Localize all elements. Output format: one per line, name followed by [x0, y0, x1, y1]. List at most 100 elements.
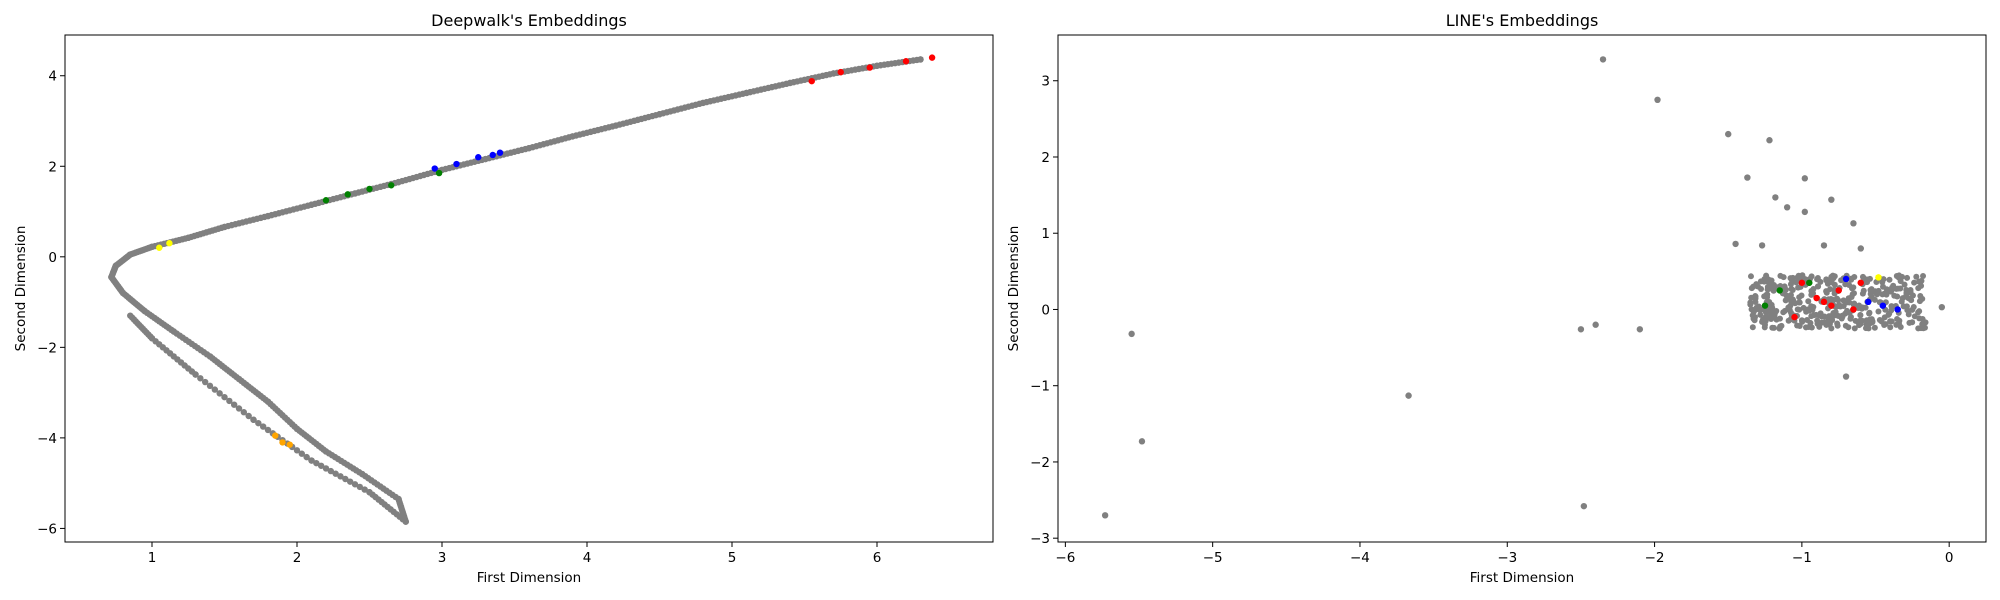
data-point — [1909, 319, 1916, 326]
y-tick-label: −2 — [37, 340, 57, 356]
data-point — [366, 489, 373, 496]
data-point — [1138, 438, 1146, 445]
data-point — [337, 473, 344, 480]
data-point — [342, 475, 349, 483]
data-point — [119, 289, 127, 297]
data-point — [1789, 286, 1796, 293]
data-point — [1859, 304, 1866, 311]
data-point — [1893, 321, 1900, 328]
data-point — [259, 423, 267, 430]
data-point — [873, 62, 881, 69]
data-point — [1864, 298, 1872, 306]
data-point — [1913, 273, 1920, 280]
data-point — [108, 273, 115, 281]
chart-title: LINE's Embeddings — [1446, 11, 1599, 30]
data-point — [206, 353, 214, 360]
data-point — [1851, 325, 1858, 332]
data-point — [1916, 298, 1923, 305]
data-point — [1788, 298, 1795, 305]
data-point — [286, 441, 293, 448]
data-point — [235, 405, 243, 412]
data-point — [127, 251, 134, 258]
data-point — [148, 335, 156, 342]
data-point — [264, 426, 272, 434]
data-point — [156, 244, 163, 251]
line-plot: LINE's Embeddings −6 −5 −4 −3 −2 −1 0 −3 −2 −1 0 1 2 3… — [1006, 11, 1987, 586]
data-point — [453, 160, 460, 168]
data-point — [1847, 315, 1854, 322]
data-point — [1796, 306, 1803, 313]
data-point — [1599, 56, 1607, 63]
data-point — [475, 154, 482, 161]
data-point — [1900, 303, 1907, 310]
data-point — [1901, 281, 1908, 288]
data-point — [1788, 277, 1795, 284]
data-point — [1871, 296, 1878, 303]
data-point — [112, 262, 119, 270]
data-point — [569, 133, 576, 140]
data-point — [1867, 286, 1874, 293]
data-point — [1744, 174, 1751, 181]
data-point — [1725, 130, 1732, 138]
data-point — [235, 375, 243, 383]
data-point — [201, 378, 209, 386]
data-point — [1888, 303, 1895, 310]
data-point — [1883, 291, 1890, 298]
data-point — [1761, 302, 1769, 309]
data-point — [1768, 315, 1775, 322]
data-point — [197, 375, 204, 382]
data-point — [1915, 309, 1922, 316]
data-point — [1759, 318, 1766, 325]
data-point — [1654, 96, 1661, 104]
data-point — [1909, 306, 1916, 313]
data-point — [1833, 303, 1840, 310]
data-point — [1817, 278, 1824, 285]
data-point — [1795, 284, 1802, 291]
data-point — [928, 54, 936, 61]
data-point — [1749, 324, 1756, 331]
data-point — [1810, 303, 1817, 310]
data-point — [313, 459, 320, 467]
data-point — [808, 77, 815, 85]
data-point — [1791, 313, 1798, 321]
data-point — [1838, 315, 1845, 322]
data-point — [1849, 291, 1856, 298]
data-point — [525, 144, 533, 152]
data-point — [141, 307, 148, 315]
data-point — [1771, 311, 1778, 318]
data-point — [1772, 285, 1779, 292]
data-point — [298, 450, 306, 457]
data-point — [250, 416, 257, 423]
x-tick-label: 3 — [438, 550, 447, 566]
data-point — [395, 495, 402, 503]
data-point — [359, 470, 366, 478]
data-point — [1875, 308, 1882, 315]
data-point — [1798, 317, 1805, 324]
data-point — [308, 457, 315, 464]
data-point — [293, 447, 301, 454]
data-point — [1903, 293, 1910, 300]
data-point — [402, 518, 409, 525]
data-point — [1863, 321, 1870, 328]
data-point — [699, 99, 707, 107]
data-point — [489, 151, 496, 159]
y-axis-label: Second Dimension — [13, 226, 29, 352]
data-point — [240, 409, 248, 416]
data-point — [216, 390, 223, 397]
data-point — [279, 439, 286, 446]
data-point — [1798, 292, 1805, 299]
data-point — [830, 70, 837, 77]
data-point — [351, 481, 359, 488]
data-point — [1921, 324, 1928, 331]
data-point — [1101, 512, 1109, 519]
points-layer — [108, 54, 936, 525]
y-tick-label: 2 — [48, 159, 57, 175]
data-point — [1835, 297, 1842, 304]
data-point — [656, 111, 663, 118]
data-point — [1765, 276, 1772, 283]
data-point — [230, 401, 238, 408]
data-point — [1781, 307, 1788, 314]
data-point — [1823, 276, 1830, 283]
data-point — [1636, 326, 1644, 333]
